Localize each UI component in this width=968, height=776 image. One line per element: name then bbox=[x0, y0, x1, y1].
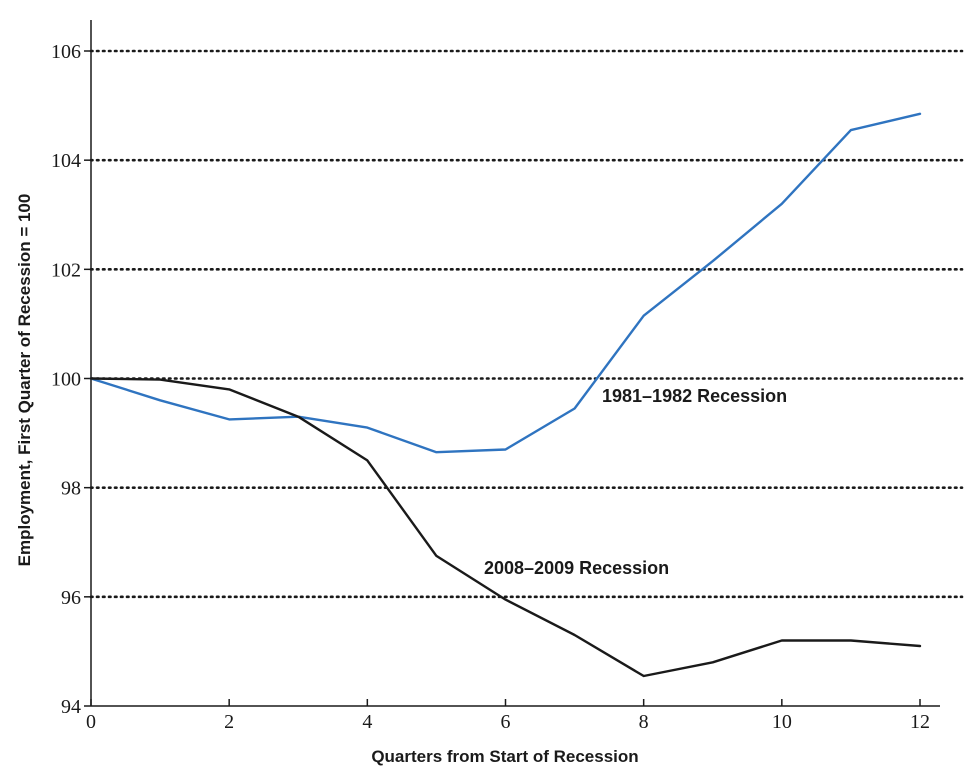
series-label-1981-1982: 1981–1982 Recession bbox=[602, 386, 787, 406]
y-tick-label-104: 104 bbox=[51, 150, 81, 172]
y-axis-title: Employment, First Quarter of Recession =… bbox=[15, 194, 34, 567]
y-tick-label-100: 100 bbox=[51, 369, 81, 391]
x-tick-label-10: 10 bbox=[772, 711, 792, 733]
y-tick-label-102: 102 bbox=[51, 259, 81, 281]
x-tick-label-12: 12 bbox=[910, 711, 930, 733]
axes bbox=[84, 20, 940, 707]
series-label-2008-2009: 2008–2009 Recession bbox=[484, 558, 669, 578]
x-tick-label-0: 0 bbox=[86, 711, 96, 733]
series-line-1981-1982 bbox=[89, 112, 922, 454]
x-axis-title: Quarters from Start of Recession bbox=[371, 747, 638, 766]
series-lines bbox=[89, 112, 922, 678]
x-tick-label-2: 2 bbox=[224, 711, 234, 733]
x-tick-label-4: 4 bbox=[362, 711, 372, 733]
y-tick-label-96: 96 bbox=[61, 587, 81, 609]
gridlines bbox=[89, 49, 964, 599]
y-tick-label-98: 98 bbox=[61, 478, 81, 500]
y-tick-label-106: 106 bbox=[51, 41, 81, 63]
x-tick-label-8: 8 bbox=[639, 711, 649, 733]
tick-labels: 94 96 98 100 102 104 106 0 2 4 6 8 10 12 bbox=[51, 41, 930, 733]
series-line-2008-2009 bbox=[89, 377, 922, 678]
y-tick-label-94: 94 bbox=[61, 696, 81, 718]
x-tick-label-6: 6 bbox=[501, 711, 511, 733]
